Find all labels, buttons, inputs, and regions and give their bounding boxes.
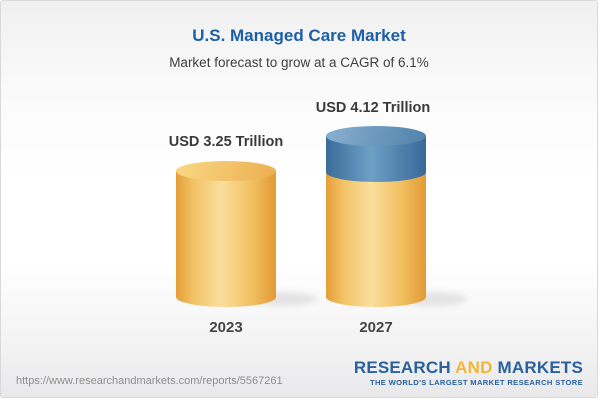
bar-2023-body [176, 171, 276, 307]
axis-label-2027: 2027 [359, 319, 393, 336]
bar-value-label-2027: USD 4.12 Trillion [315, 100, 431, 116]
logo-word-research: RESEARCH [353, 358, 451, 377]
report-url: https://www.researchandmarkets.com/repor… [16, 375, 283, 387]
page-subtitle: Market forecast to grow at a CAGR of 6.1… [169, 55, 429, 70]
page-title: U.S. Managed Care Market [192, 26, 406, 45]
axis-label-2023: 2023 [209, 319, 243, 336]
logo-tagline: THE WORLD'S LARGEST MARKET RESEARCH STOR… [369, 378, 583, 387]
bar-2027-base-segment [326, 172, 426, 307]
bar-2027-top [326, 126, 426, 146]
bar-2023 [176, 161, 276, 307]
logo-word-markets: MARKETS [497, 358, 583, 377]
bar-value-label-2023: USD 3.25 Trillion [168, 134, 284, 150]
bar-2023-top [176, 161, 276, 181]
logo-wordmark: RESEARCH AND MARKETS [354, 359, 583, 376]
logo-word-and: AND [455, 358, 493, 377]
bar-2027-growth-segment [326, 136, 426, 182]
researchandmarkets-logo: RESEARCH AND MARKETS THE WORLD'S LARGEST… [354, 359, 583, 387]
bar-2027 [326, 126, 426, 307]
